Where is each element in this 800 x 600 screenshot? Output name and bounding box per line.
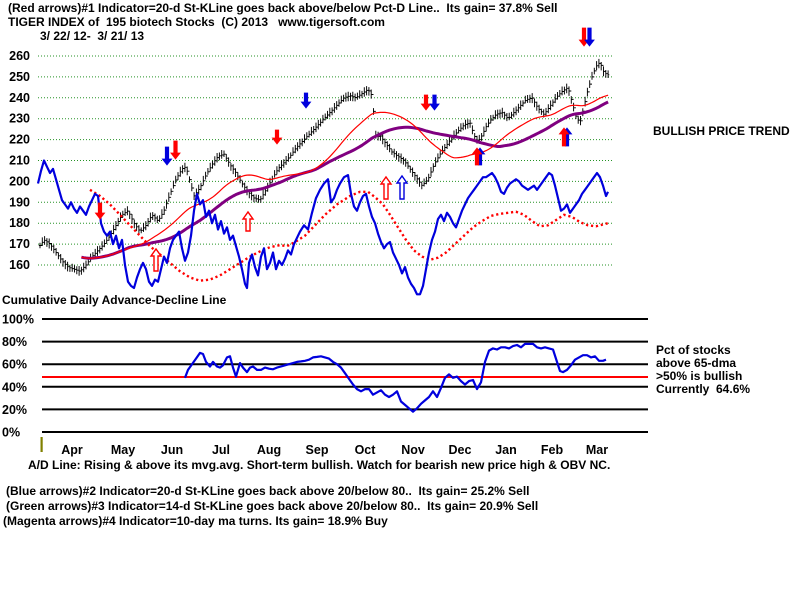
footer-indicator-3: (Green arrows)#3 Indicator=14-d St-KLine… — [6, 499, 539, 513]
price-axis-label: 220 — [9, 133, 30, 147]
price-axis-label: 190 — [9, 195, 30, 209]
month-label-jun: Jun — [161, 443, 183, 457]
price-axis-label: 230 — [9, 112, 30, 126]
pct-axis-label: 0% — [2, 426, 20, 440]
pct-axis-label: 100% — [2, 313, 34, 327]
buy-signal-arrow-icon — [241, 210, 255, 232]
sell-signal-arrow-icon — [161, 146, 173, 166]
price-axis-label: 250 — [9, 70, 30, 84]
ohlc-bars — [38, 58, 610, 276]
header-indicator-1: (Red arrows)#1 Indicator=20-d St-KLine g… — [8, 1, 558, 15]
sell-signal-arrow-icon — [271, 129, 283, 145]
month-label-jul: Jul — [212, 443, 230, 457]
month-label-mar: Mar — [586, 443, 608, 457]
price-axis-label: 200 — [9, 174, 30, 188]
sell-signal-arrow-icon — [420, 94, 432, 111]
pct-axis-label: 20% — [2, 403, 27, 417]
footer-indicator-4: (Magenta arrows)#4 Indicator=10-day ma t… — [3, 514, 388, 528]
month-label-jan: Jan — [495, 443, 517, 457]
buy-signal-arrow-icon — [149, 247, 163, 272]
ad-line-note: A/D Line: Rising & above its mvg.avg. Sh… — [28, 458, 611, 472]
ad-mvgavg-line — [89, 188, 609, 282]
price-axis-label: 180 — [9, 216, 30, 230]
month-label-may: May — [111, 443, 135, 457]
month-label-sep: Sep — [306, 443, 329, 457]
buy-signal-arrow-icon — [379, 175, 393, 200]
pct-stocks-label-2: above 65-dma — [656, 356, 737, 370]
sell-signal-arrow-icon — [300, 92, 312, 109]
price-axis-label: 260 — [9, 49, 30, 63]
65dma-line — [81, 100, 609, 260]
axis-start-tick — [40, 437, 43, 452]
buy-signal-arrow-icon — [395, 174, 409, 200]
pct-stocks-label-3: >50% is bullish — [656, 369, 743, 383]
price-axis-label: 160 — [9, 258, 30, 272]
month-label-aug: Aug — [257, 443, 281, 457]
month-label-oct: Oct — [355, 443, 377, 457]
cumulative-ad-line — [36, 159, 609, 296]
price-axis-label: 170 — [9, 237, 30, 251]
pct-stocks-current-value: Currently 64.6% — [656, 382, 751, 396]
pct-axis-label: 60% — [2, 358, 27, 372]
pct-axis-label: 80% — [2, 335, 27, 349]
footer-indicator-2: (Blue arrows)#2 Indicator=20-d St-KLine … — [6, 484, 530, 498]
ad-line-title: Cumulative Daily Advance-Decline Line — [2, 293, 227, 307]
pct-stocks-label-1: Pct of stocks — [656, 343, 731, 357]
sell-signal-arrow-icon — [429, 94, 440, 111]
buy-signal-arrow-icon — [471, 147, 483, 166]
month-label-feb: Feb — [541, 443, 564, 457]
sell-signal-arrow-icon — [170, 140, 181, 160]
price-axis-label: 210 — [9, 154, 30, 168]
month-label-nov: Nov — [401, 443, 425, 457]
date-range: 3/ 22/ 12- 3/ 21/ 13 — [40, 29, 145, 43]
month-label-dec: Dec — [449, 443, 472, 457]
sell-signal-arrow-icon — [94, 202, 106, 220]
bullish-price-trend-label: BULLISH PRICE TREND — [653, 124, 790, 138]
20d-ma-line — [81, 94, 609, 259]
chart-title: TIGER INDEX of 195 biotech Stocks (C) 20… — [8, 15, 385, 29]
month-label-apr: Apr — [61, 443, 83, 457]
pct-axis-label: 40% — [2, 380, 27, 394]
price-axis-label: 240 — [9, 91, 30, 105]
pct-above-65dma-line — [183, 342, 607, 413]
sell-signal-arrow-icon — [584, 27, 595, 47]
buy-signal-arrow-icon — [558, 127, 570, 147]
